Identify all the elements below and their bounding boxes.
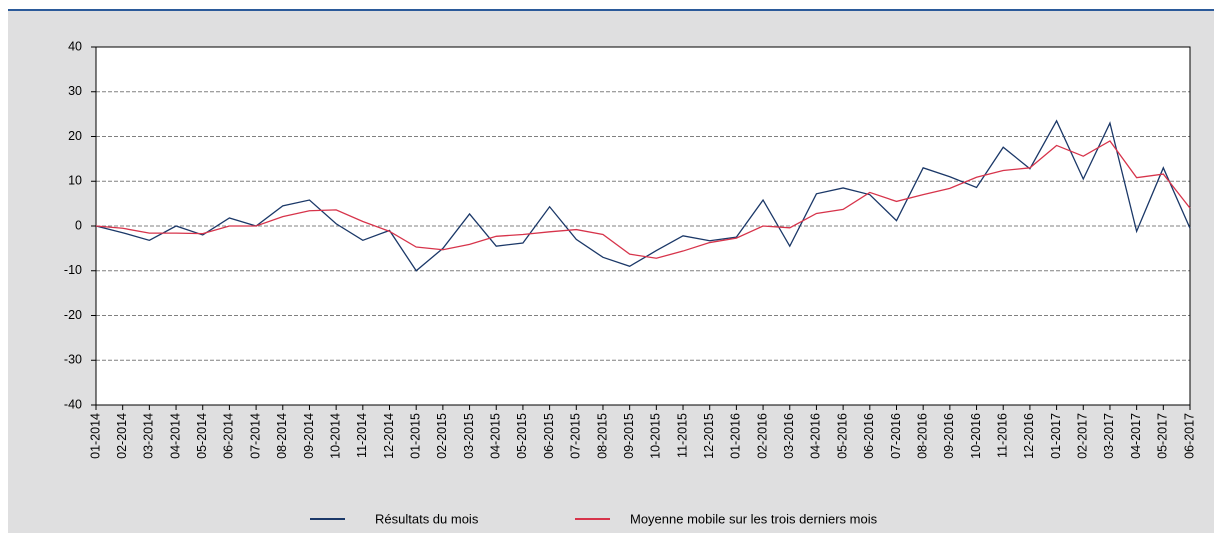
x-tick-label: 12-2016 (1022, 413, 1036, 459)
x-tick-label: 10-2015 (649, 413, 663, 459)
x-tick-label: 02-2017 (1076, 413, 1090, 459)
x-tick-label: 11-2016 (996, 413, 1010, 458)
y-tick-label: -20 (64, 308, 82, 322)
y-tick-label: -10 (64, 263, 82, 277)
x-tick-label: 05-2017 (1156, 413, 1170, 459)
x-tick-label: 12-2015 (702, 413, 716, 459)
x-tick-label: 03-2014 (142, 413, 156, 459)
x-tick-label: 03-2015 (462, 413, 476, 459)
x-tick-label: 07-2016 (889, 413, 903, 459)
line-series (95, 140, 1191, 259)
x-tick-label: 06-2017 (1182, 413, 1196, 459)
x-tick-label: 05-2014 (195, 413, 209, 459)
x-tick-label: 02-2016 (755, 413, 769, 459)
x-tick-label: 09-2014 (302, 413, 316, 459)
y-tick-label: -40 (64, 397, 82, 411)
x-tick-label: 01-2017 (1049, 413, 1063, 459)
y-tick-label: 0 (75, 218, 82, 232)
x-tick-label: 02-2014 (115, 413, 129, 459)
x-tick-label: 12-2014 (382, 413, 396, 459)
x-tick-label: 03-2017 (1102, 413, 1116, 459)
x-tick-label: 08-2015 (595, 413, 609, 459)
x-tick-label: 04-2016 (809, 413, 823, 459)
x-tick-label: 04-2015 (489, 413, 503, 459)
x-tick-label: 01-2016 (729, 413, 743, 459)
x-tick-label: 10-2014 (328, 413, 342, 459)
x-tick-label: 08-2014 (275, 413, 289, 459)
y-tick-label: 30 (68, 84, 82, 98)
x-tick-label: 06-2016 (862, 413, 876, 459)
x-tick-label: 06-2014 (222, 413, 236, 459)
y-tick-label: 10 (68, 174, 82, 188)
x-tick-label: 11-2015 (675, 413, 689, 458)
x-tick-label: 06-2015 (542, 413, 556, 459)
x-tick-label: 07-2015 (569, 413, 583, 459)
x-tick-label: 10-2016 (969, 413, 983, 459)
x-tick-label: 11-2014 (355, 413, 369, 458)
y-tick-label: 40 (68, 39, 82, 53)
y-tick-label: 20 (68, 129, 82, 143)
legend-label: Résultats du mois (375, 511, 479, 526)
x-tick-label: 09-2015 (622, 413, 636, 459)
x-tick-label: 01-2014 (88, 413, 102, 459)
x-tick-label: 07-2014 (248, 413, 262, 459)
x-tick-label: 02-2015 (435, 413, 449, 459)
x-tick-label: 03-2016 (782, 413, 796, 459)
y-tick-label: -30 (64, 353, 82, 367)
x-tick-label: 04-2014 (168, 413, 182, 459)
x-tick-label: 09-2016 (942, 413, 956, 459)
legend-label: Moyenne mobile sur les trois derniers mo… (630, 511, 878, 526)
line-series (95, 119, 1191, 272)
x-tick-label: 05-2015 (515, 413, 529, 459)
x-tick-label: 04-2017 (1129, 413, 1143, 459)
x-tick-label: 05-2016 (835, 413, 849, 459)
x-tick-label: 01-2015 (408, 413, 422, 459)
x-tick-label: 08-2016 (915, 413, 929, 459)
